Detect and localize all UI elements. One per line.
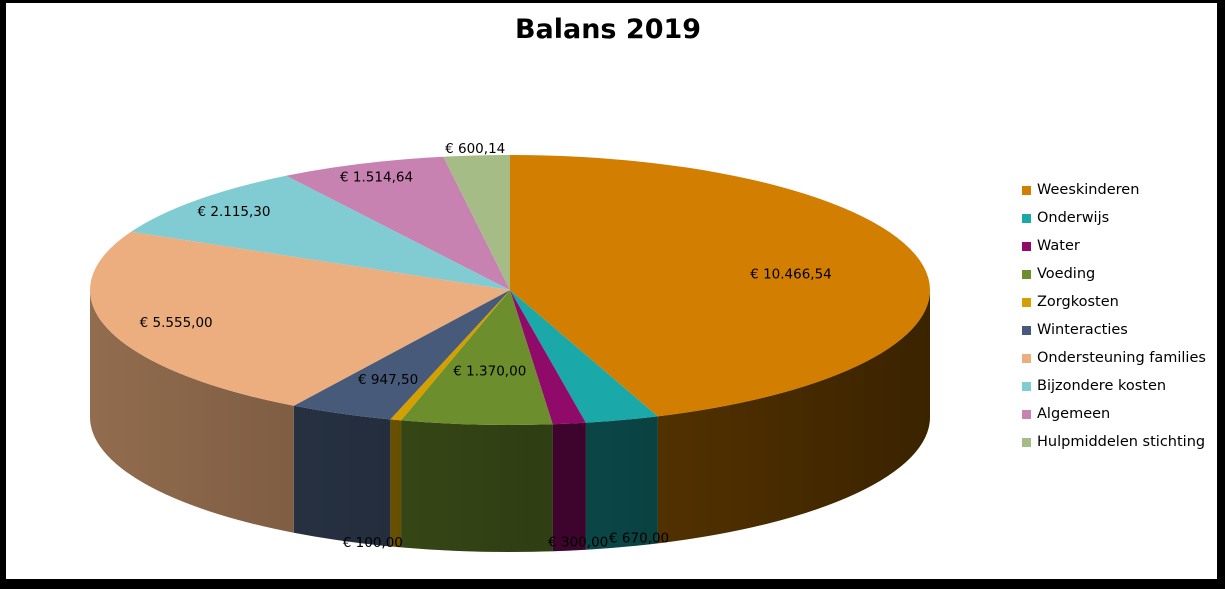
data-label-hulpmiddelen-stichting: € 600,14 — [445, 141, 505, 157]
legend: Weeskinderen Onderwijs Water Voeding Zorgkos… — [1022, 176, 1206, 456]
data-label-algemeen: € 1.514,64 — [340, 169, 413, 185]
pie-slice-weeskinderen — [510, 155, 930, 417]
legend-label: Weeskinderen — [1037, 182, 1140, 198]
pie-side-shading — [90, 290, 930, 552]
legend-item-hulpmiddelen-stichting: Hulpmiddelen stichting — [1022, 428, 1206, 456]
legend-item-weeskinderen: Weeskinderen — [1022, 176, 1206, 204]
legend-label: Algemeen — [1037, 406, 1111, 422]
legend-swatch — [1022, 185, 1031, 195]
data-label-onderwijs: € 670,00 — [609, 531, 669, 547]
legend-swatch — [1022, 241, 1031, 251]
data-label-water: € 300,00 — [548, 535, 608, 551]
pie-slice-algemeen — [286, 156, 510, 290]
legend-label: Winteracties — [1037, 322, 1128, 338]
legend-item-water: Water — [1022, 232, 1206, 260]
pie-slice-bijzondere-kosten — [131, 175, 510, 290]
legend-item-onderwijs: Onderwijs — [1022, 204, 1206, 232]
legend-label: Zorgkosten — [1037, 294, 1119, 310]
legend-swatch — [1022, 297, 1031, 307]
data-label-weeskinderen: € 10.466,54 — [750, 267, 832, 283]
legend-label: Bijzondere kosten — [1037, 378, 1167, 394]
legend-swatch — [1022, 437, 1031, 447]
legend-item-winteracties: Winteracties — [1022, 316, 1206, 344]
pie-slice-zorgkosten — [390, 290, 510, 421]
pie-slice-winteracties — [293, 290, 510, 420]
data-label-winteracties: € 947,50 — [358, 372, 418, 388]
legend-swatch — [1022, 353, 1031, 363]
pie-slice-voeding — [401, 290, 553, 426]
legend-label: Water — [1037, 238, 1080, 254]
legend-item-zorgkosten: Zorgkosten — [1022, 288, 1206, 316]
legend-item-ondersteuning-families: Ondersteuning families — [1022, 344, 1206, 372]
legend-swatch — [1022, 409, 1031, 419]
legend-item-voeding: Voeding — [1022, 260, 1206, 288]
data-label-zorgkosten: € 100,00 — [343, 535, 403, 551]
legend-swatch — [1022, 381, 1031, 391]
legend-swatch — [1022, 213, 1031, 223]
legend-swatch — [1022, 325, 1031, 335]
legend-item-algemeen: Algemeen — [1022, 400, 1206, 428]
pie-slice-hulpmiddelen-stichting — [443, 155, 510, 290]
legend-swatch — [1022, 269, 1031, 279]
legend-item-bijzondere-kosten: Bijzondere kosten — [1022, 372, 1206, 400]
pie-slice-ondersteuning-families — [89, 231, 511, 406]
data-label-voeding: € 1.370,00 — [453, 364, 526, 380]
chart-title: Balans 2019 — [514, 14, 702, 45]
pie-slice-water — [510, 290, 586, 425]
legend-label: Ondersteuning families — [1037, 350, 1206, 366]
legend-label: Hulpmiddelen stichting — [1037, 434, 1206, 450]
data-label-ondersteuning-families: € 5.555,00 — [140, 315, 213, 331]
data-label-bijzondere-kosten: € 2.115,30 — [197, 204, 270, 220]
legend-label: Onderwijs — [1037, 210, 1110, 226]
legend-label: Voeding — [1037, 266, 1096, 282]
pie-slice-onderwijs — [510, 290, 658, 423]
